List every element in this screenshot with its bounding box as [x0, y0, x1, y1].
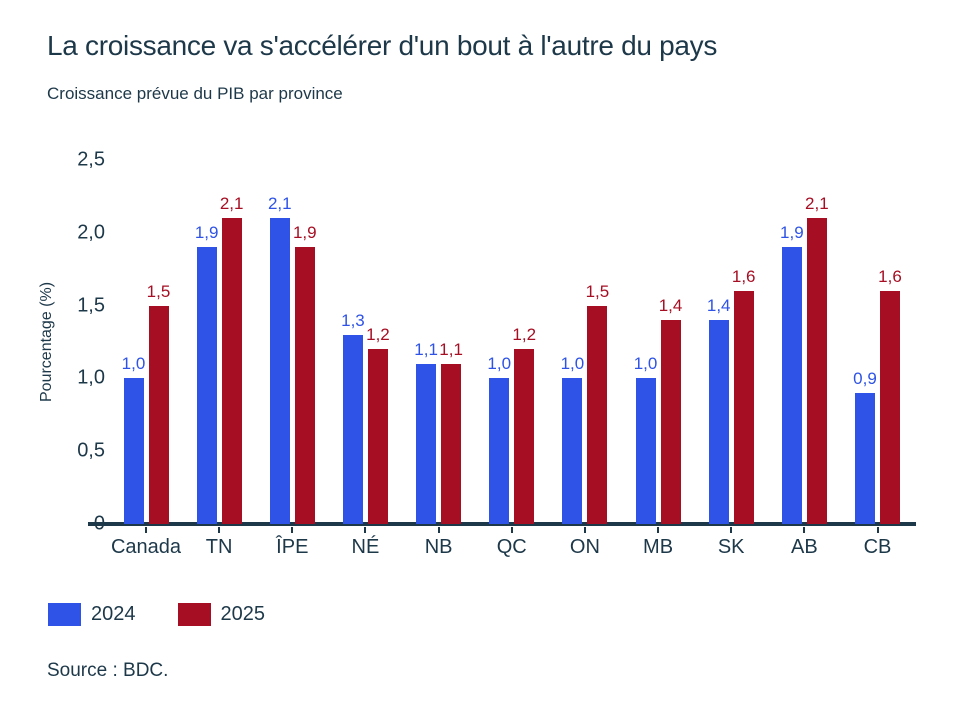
x-tick-mark: [803, 527, 806, 533]
bar-value-label: 1,2: [366, 325, 390, 345]
x-tick-mark: [730, 527, 733, 533]
source-note: Source : BDC.: [47, 660, 169, 681]
bar-2024-AB: [781, 247, 802, 524]
bar-value-label: 1,0: [121, 354, 146, 374]
x-axis-label-Canada: Canada: [110, 536, 182, 558]
x-tick-mark: [218, 527, 221, 533]
x-tick-mark: [145, 527, 147, 533]
x-axis-label-MB: MB: [643, 536, 674, 558]
legend-swatch-2024: [48, 603, 81, 626]
x-axis-line: [88, 522, 916, 526]
bar-2024-CB: [855, 392, 875, 524]
x-tick-mark: [510, 527, 513, 533]
bar-value-label: 1,0: [633, 354, 658, 374]
bar-value-label: 1,9: [194, 223, 219, 243]
bar-2025-CB: [880, 291, 900, 524]
x-axis-label-QC: QC: [496, 536, 527, 558]
bar-2025-SK: [733, 291, 754, 524]
x-axis-label-TN: TN: [205, 536, 233, 558]
bar-value-label: 1,9: [292, 223, 317, 243]
x-axis-label-SK: SK: [717, 536, 745, 558]
x-axis-label-AB: AB: [791, 536, 818, 558]
x-axis-label-ON: ON: [569, 536, 600, 558]
bar-2025-MB: [660, 320, 681, 524]
bar-2024-ÎPE: [269, 218, 290, 524]
x-tick-mark: [437, 527, 440, 533]
bar-value-label: 1,5: [146, 281, 171, 301]
plot-area: 1,0 1,5 1,9 2,1 2,1 1,9 1,3 1,2 1,1 1,1 1,0 1,2 1,0 1…: [88, 160, 916, 533]
bar-value-label: 1,4: [658, 296, 683, 316]
bar-value-label: 1,1: [439, 339, 463, 359]
bar-2025-TN: [221, 218, 242, 524]
bar-value-label: 1,4: [706, 296, 731, 316]
bar-2025-AB: [806, 218, 827, 524]
bar-value-label: 2,1: [219, 194, 244, 214]
x-axis-label-ÎPE: ÎPE: [276, 536, 309, 558]
bar-2024-MB: [635, 378, 656, 524]
legend-item-2024: 2024: [48, 603, 136, 626]
bar-value-label: 1,2: [512, 325, 537, 345]
y-tick-label: 2,5: [77, 148, 105, 171]
bar-2024-NB: [416, 363, 437, 524]
bar-value-label: 1,6: [878, 267, 902, 287]
bar-2025-ÎPE: [294, 247, 315, 524]
bar-2025-QC: [514, 349, 535, 524]
bar-value-label: 1,9: [780, 223, 804, 243]
legend-item-2025: 2025: [177, 603, 266, 626]
x-tick-mark: [657, 527, 660, 533]
bar-value-label: 1,0: [560, 354, 585, 374]
y-axis-label: Pourcentage (%): [38, 281, 55, 403]
bar-2024-SK: [708, 320, 729, 524]
bar-2024-Canada: [123, 378, 144, 524]
x-tick-mark: [364, 527, 367, 533]
bar-2025-Canada: [148, 305, 169, 524]
legend-swatch-2025: [177, 603, 211, 626]
bar-value-label: 1,1: [414, 339, 438, 359]
bar-value-label: 2,1: [805, 194, 829, 214]
x-tick-mark: [583, 527, 586, 533]
bar-2024-QC: [489, 378, 510, 524]
x-axis-label-CB: CB: [863, 536, 892, 558]
bar-2024-TN: [196, 247, 217, 524]
x-tick-mark: [876, 527, 879, 533]
bar-value-label: 1,3: [341, 310, 365, 330]
bar-value-label: 1,5: [585, 281, 610, 301]
x-tick-mark: [291, 527, 294, 533]
x-axis-label-NÉ: NÉ: [351, 536, 380, 558]
bar-2025-NÉ: [367, 349, 388, 524]
bar-value-label: 0,9: [853, 368, 877, 388]
chart-subtitle: Croissance prévue du PIB par province: [47, 84, 343, 103]
y-tick-label: 2,0: [77, 221, 105, 244]
legend-label: 2024: [91, 603, 136, 625]
y-tick-label: 1,5: [77, 294, 105, 317]
bar-2024-ON: [562, 378, 583, 524]
page-title: La croissance va s'accélérer d'un bout à…: [47, 30, 718, 61]
legend: 2024 2025: [48, 603, 265, 626]
bar-value-label: 1,0: [487, 354, 512, 374]
bar-2024-NÉ: [342, 334, 363, 524]
bar-value-label: 1,6: [731, 267, 756, 287]
bar-2025-NB: [441, 363, 462, 524]
x-axis-label-NB: NB: [424, 536, 453, 558]
y-tick-label: 0,5: [77, 439, 105, 462]
bar-2025-ON: [587, 305, 608, 524]
bar-value-label: 2,1: [267, 194, 292, 214]
y-tick-label: 1,0: [77, 366, 105, 389]
legend-label: 2025: [220, 603, 266, 625]
